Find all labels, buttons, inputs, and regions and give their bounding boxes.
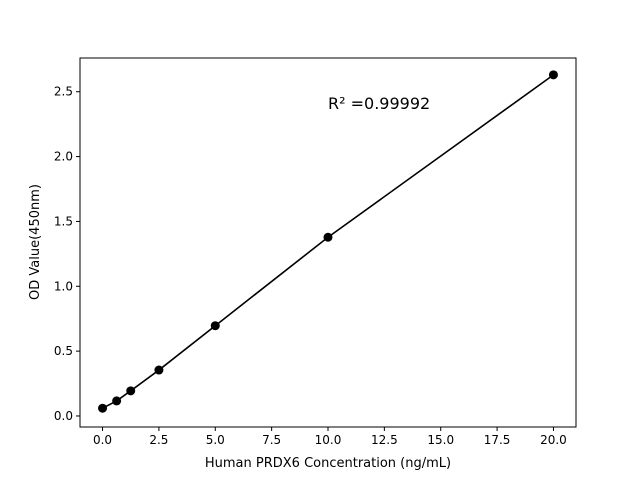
plot-area	[79, 57, 577, 428]
x-tick-label: 7.5	[262, 433, 281, 447]
y-tick-label: 2.0	[54, 150, 73, 164]
data-point	[112, 396, 122, 406]
x-tick-label: 12.5	[371, 433, 398, 447]
data-point	[548, 70, 558, 80]
y-tick-label: 0.5	[54, 344, 73, 358]
x-tick-label: 17.5	[484, 433, 511, 447]
y-tick-label: 0.0	[54, 409, 73, 423]
y-tick-label: 1.5	[54, 214, 73, 228]
y-tick-label: 2.5	[54, 85, 73, 99]
x-tick-label: 5.0	[206, 433, 225, 447]
y-axis-label: OD Value(450nm)	[28, 184, 43, 300]
data-point	[98, 403, 108, 413]
x-tick-label: 10.0	[315, 433, 342, 447]
x-tick-label: 0.0	[93, 433, 112, 447]
x-tick-label: 15.0	[427, 433, 454, 447]
data-point	[323, 232, 333, 242]
x-tick-label: 2.5	[149, 433, 168, 447]
x-tick-label: 20.0	[540, 433, 567, 447]
x-axis-label: Human PRDX6 Concentration (ng/mL)	[205, 456, 451, 471]
r-squared-annotation: R² =0.99992	[328, 94, 430, 113]
data-point	[154, 365, 164, 375]
data-point	[126, 386, 136, 396]
y-tick-label: 1.0	[54, 279, 73, 293]
data-point	[210, 321, 220, 331]
